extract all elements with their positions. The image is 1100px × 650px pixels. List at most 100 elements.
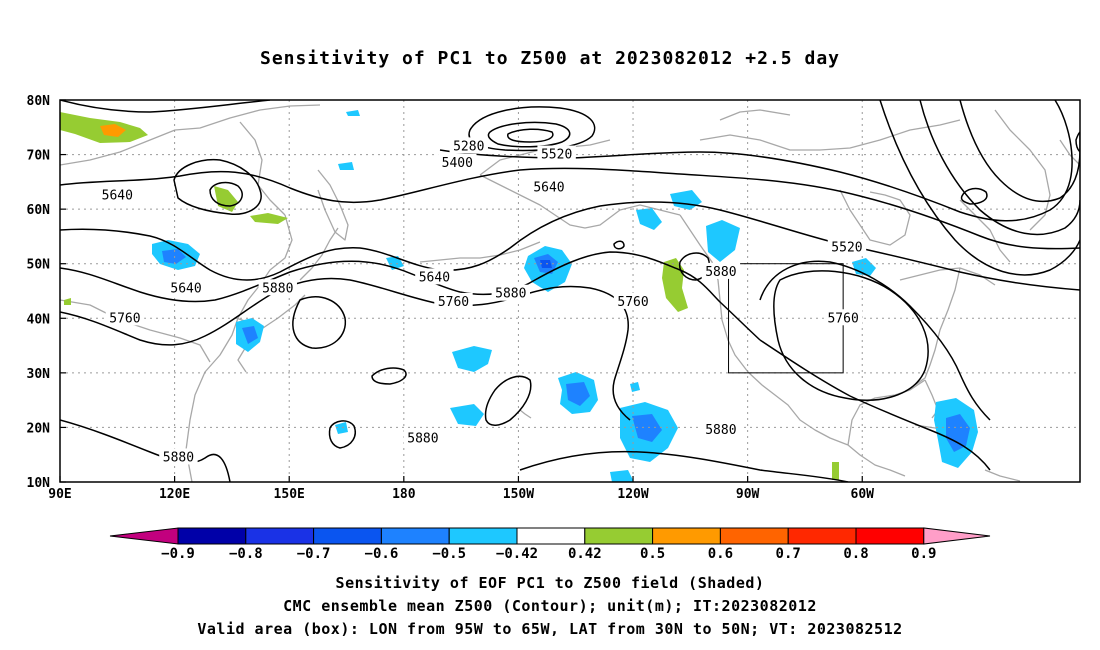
contour-line <box>173 158 262 215</box>
colorbar-upper-extend <box>923 527 991 545</box>
negative-region <box>630 382 640 392</box>
negative-region <box>450 404 484 426</box>
contour-label-bg <box>613 292 653 309</box>
contour-label-bg <box>434 292 473 309</box>
contour-label-bg <box>105 309 145 326</box>
negative-region <box>346 110 360 116</box>
plot-area: 5280 5400 5520 5640 5640 5640 5640 5760 5760 5760… <box>60 100 1080 482</box>
contour-label-bg <box>98 186 137 203</box>
contour-label-bg <box>827 238 867 255</box>
negative-region <box>636 208 662 230</box>
caption-valid-area: Valid area (box): LON from 95W to 65W, L… <box>197 620 903 638</box>
contour-label-bg <box>449 137 488 154</box>
negative-core-region <box>946 414 970 452</box>
lat-axis-labels: 80N 70N 60N 50N 40N 30N 20N 10N <box>27 94 66 491</box>
colorbar-label: 0.42 <box>568 546 602 562</box>
lat-tick-label: 70N <box>27 149 51 164</box>
negative-core-region <box>632 414 662 442</box>
lat-tick-label: 60N <box>27 203 51 218</box>
contour-line <box>879 100 1080 276</box>
lat-tick-label: 80N <box>27 94 51 109</box>
lon-tick-label: 120E <box>159 487 190 502</box>
contour-label: 5520 <box>541 148 572 163</box>
contour-label-bg <box>438 153 477 170</box>
colorbar-segment <box>584 527 654 545</box>
positive-region <box>250 213 288 224</box>
contour-label: 5280 <box>453 139 484 154</box>
colorbar-lower-extend <box>109 527 179 545</box>
positive-region <box>832 462 839 480</box>
colorbar-label: 0.8 <box>843 546 868 562</box>
contour-label: 5880 <box>705 423 736 438</box>
lat-tick-label: 20N <box>27 421 51 436</box>
plot-frame <box>59 99 1081 483</box>
contour-label-bg <box>415 268 454 285</box>
negative-core-region <box>162 249 186 264</box>
contour-label-bg <box>537 145 576 162</box>
lat-tick-label: 50N <box>27 258 51 273</box>
contour-line <box>60 251 761 341</box>
contour-label: 5880 <box>163 450 194 465</box>
contour-label-bg <box>258 279 297 296</box>
colorbar-segment <box>516 527 586 545</box>
z500-contours <box>60 100 1080 482</box>
contour-line <box>759 339 991 471</box>
caption-contours: CMC ensemble mean Z500 (Contour); unit(m… <box>283 597 817 615</box>
colorbar-label: 0.5 <box>640 546 665 562</box>
contour-line <box>487 121 571 148</box>
lat-tick-label: 30N <box>27 367 51 382</box>
negative-core-region <box>242 326 258 344</box>
contour-line <box>919 100 1080 236</box>
contour-label: 5640 <box>419 270 450 285</box>
contour-line <box>1075 131 1080 153</box>
contour-label-bg <box>701 421 741 438</box>
caption-shading: Sensitivity of EOF PC1 to Z500 field (Sh… <box>335 574 765 592</box>
contour-label: 5640 <box>170 281 201 296</box>
contour-line <box>773 270 929 401</box>
contour-line <box>507 128 554 143</box>
colorbar-segment <box>177 527 247 545</box>
colorbar-segment <box>245 527 315 545</box>
contour-label-bg <box>166 279 206 296</box>
contour-label: 5760 <box>827 311 858 326</box>
positive-core-region <box>100 124 126 137</box>
contour-label-bg <box>403 429 443 446</box>
contour-label-bg <box>529 178 569 195</box>
colorbar-label: −0.9 <box>161 546 195 562</box>
lon-tick-label: 150E <box>274 487 305 502</box>
map-title: Sensitivity of PC1 to Z500 at 2023082012… <box>259 48 840 69</box>
contour-label-bg <box>491 284 530 301</box>
contour-line <box>60 201 1080 291</box>
negative-region <box>706 220 740 262</box>
lon-tick-label: 60W <box>851 487 875 502</box>
contour-line <box>60 100 271 113</box>
colorbar-segment <box>448 527 518 545</box>
contour-label: 5640 <box>102 189 133 204</box>
lon-axis-labels: 90E 120E 150E 180 150W 120W 90W 60W <box>48 476 874 502</box>
contour-line <box>60 167 1080 250</box>
colorbar-label: −0.42 <box>496 546 538 562</box>
lon-tick-label: 120W <box>617 487 648 502</box>
colorbar-segment <box>380 527 450 545</box>
colorbar-segment <box>652 527 721 545</box>
colorbar-label: −0.7 <box>297 546 331 562</box>
positive-region <box>64 298 71 305</box>
contour-line <box>484 375 532 426</box>
contour-label-bg <box>159 448 198 465</box>
colorbar-segment <box>719 527 789 545</box>
colorbar-label: 0.9 <box>911 546 936 562</box>
contour-label-bg <box>823 309 863 326</box>
colorbar-label: 0.7 <box>776 546 801 562</box>
contour-label: 5880 <box>705 265 736 280</box>
lon-tick-label: 180 <box>392 487 416 502</box>
lat-tick-label: 10N <box>27 476 51 491</box>
colorbar-label: −0.5 <box>432 546 466 562</box>
contour-labels: 5280 5400 5520 5640 5640 5640 5640 5760 5760 5760… <box>98 137 867 465</box>
contour-line <box>960 187 988 205</box>
contour-line <box>328 420 356 449</box>
contour-line <box>292 296 347 349</box>
lon-tick-label: 150W <box>503 487 534 502</box>
lon-tick-label: 90W <box>736 487 760 502</box>
contour-label: 5760 <box>617 295 648 310</box>
contour-line <box>519 450 849 482</box>
